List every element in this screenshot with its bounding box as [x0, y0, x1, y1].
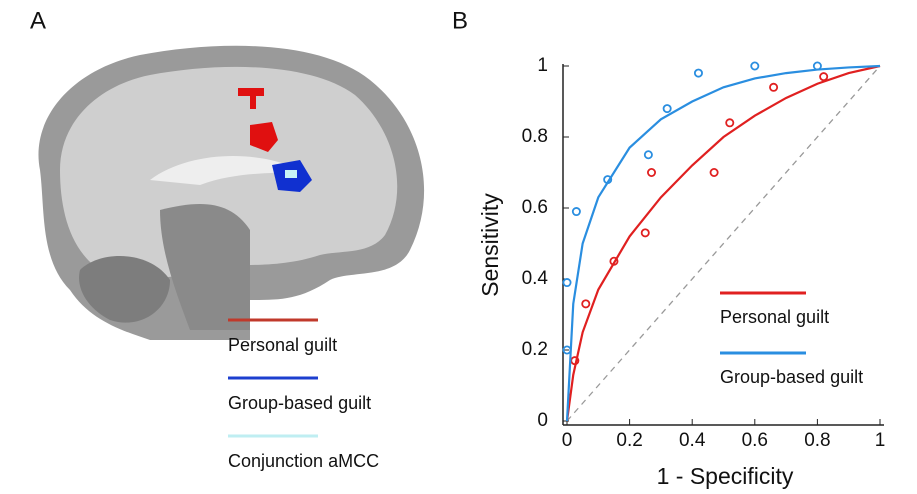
data-point: [648, 169, 655, 176]
legend-label: Group-based guilt: [720, 367, 863, 387]
data-point: [582, 300, 589, 307]
data-point: [563, 279, 570, 286]
data-point: [645, 151, 652, 158]
y-tick-label: 0.4: [522, 268, 549, 289]
y-tick-label: 0: [537, 410, 548, 431]
x-tick-label: 0.4: [679, 430, 706, 451]
data-point: [770, 84, 777, 91]
data-point: [751, 62, 758, 69]
data-point: [642, 229, 649, 236]
data-point: [711, 169, 718, 176]
data-point: [820, 73, 827, 80]
brain-image: [38, 46, 424, 340]
y-tick-label: 0.8: [522, 126, 548, 147]
panel-label: B: [452, 7, 468, 34]
x-tick-label: 0.6: [742, 430, 768, 451]
x-tick-label: 0.2: [616, 430, 642, 451]
x-tick-label: 0: [562, 430, 573, 451]
legend-label: Conjunction aMCC: [228, 451, 379, 471]
legend-label: Personal guilt: [228, 335, 337, 355]
x-axis-label: 1 - Specificity: [657, 463, 794, 489]
x-tick-label: 0.8: [804, 430, 830, 451]
data-point: [726, 119, 733, 126]
y-tick-label: 0.6: [522, 197, 548, 218]
data-point: [664, 105, 671, 112]
y-tick-label: 1: [537, 55, 548, 76]
data-point: [695, 70, 702, 77]
data-point: [573, 208, 580, 215]
y-axis-label: Sensitivity: [477, 193, 503, 297]
x-tick-label: 1: [875, 430, 886, 451]
y-tick-label: 0.2: [522, 339, 548, 360]
figure: A B Personal guilt Group-based guilt Conju…: [0, 0, 917, 494]
legend-label: Personal guilt: [720, 307, 829, 327]
panel-label: A: [30, 7, 46, 34]
legend-label: Group-based guilt: [228, 393, 371, 413]
